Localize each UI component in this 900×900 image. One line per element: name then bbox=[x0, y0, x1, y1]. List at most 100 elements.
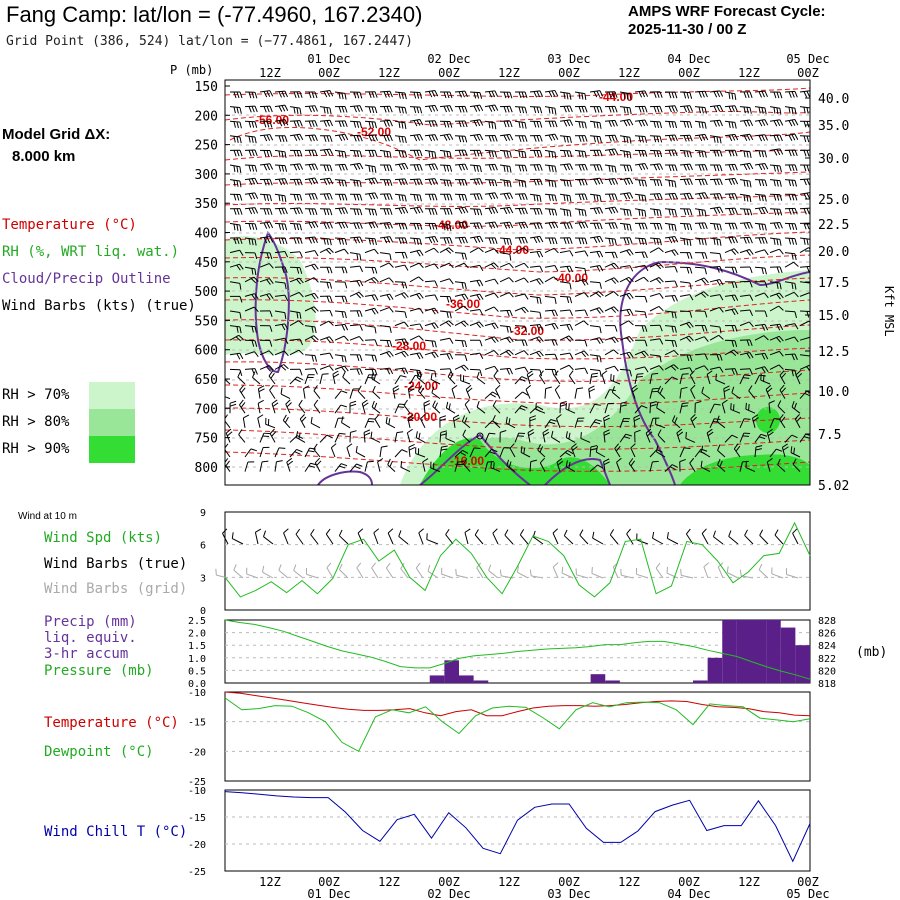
wind-barb-flag bbox=[782, 443, 788, 448]
wind-barb-flag bbox=[536, 135, 540, 142]
wind-barb-flag bbox=[418, 335, 424, 341]
wind-barb bbox=[552, 566, 559, 579]
wind-barb-flag bbox=[581, 279, 586, 286]
wind-barb-flag bbox=[494, 90, 499, 97]
wind-barb-flag bbox=[385, 562, 391, 569]
wind-barb bbox=[664, 192, 676, 195]
wind-barb-flag bbox=[397, 406, 405, 408]
wind-barb-flag bbox=[745, 402, 747, 410]
wind-barb-flag bbox=[668, 193, 672, 200]
wind-barb-flag bbox=[434, 120, 438, 127]
wind-barb bbox=[476, 567, 484, 579]
wind-barb-flag bbox=[240, 402, 246, 408]
wind-barb-flag bbox=[638, 238, 642, 245]
wind-barb bbox=[754, 352, 765, 356]
wind-barb-flag bbox=[509, 180, 512, 188]
wind-barb-flag bbox=[539, 121, 543, 128]
wind-barb-flag bbox=[728, 223, 732, 230]
wind-barb-flag bbox=[401, 223, 405, 230]
wind-barb-flag bbox=[368, 121, 371, 128]
wind-barb-flag bbox=[674, 249, 679, 256]
wind-barb-flag bbox=[788, 91, 792, 98]
wind-barb-flag bbox=[237, 371, 242, 378]
wind-barb-flag bbox=[359, 265, 364, 273]
wind-barb-flag bbox=[556, 414, 562, 419]
wind-barb-flag bbox=[506, 326, 509, 333]
temp-contour-label: -44.00 bbox=[495, 243, 529, 257]
wind-barb-flag bbox=[358, 336, 364, 342]
wind-barb-flag bbox=[761, 179, 765, 187]
wind-barb-flag bbox=[326, 135, 330, 142]
wind-barb-flag bbox=[254, 192, 259, 199]
wind-barb-flag bbox=[490, 461, 492, 468]
wind-barb-flag bbox=[749, 368, 753, 375]
temperature-label: Temperature (°C) bbox=[44, 715, 179, 731]
axis-tick-label: 3 bbox=[200, 573, 206, 584]
wind-barb bbox=[739, 294, 750, 297]
wind-barb-flag bbox=[776, 149, 781, 156]
wind-barb-flag bbox=[603, 461, 610, 466]
wind-barb-flag bbox=[344, 93, 347, 100]
bottom-time-tick: 12Z bbox=[738, 875, 760, 889]
wind-barb bbox=[406, 432, 411, 443]
wind-barb bbox=[379, 325, 390, 328]
wind-barb-flag bbox=[278, 447, 286, 449]
wind-barb-flag bbox=[683, 447, 691, 449]
wind-barb bbox=[799, 178, 810, 181]
wind-barb-flag bbox=[401, 194, 404, 202]
wind-barb-flag bbox=[611, 135, 615, 142]
wind-barb-flag bbox=[418, 385, 423, 392]
wind-barb bbox=[542, 432, 546, 443]
wind-barb-flag bbox=[281, 165, 285, 172]
wind-barb-flag bbox=[527, 373, 534, 378]
wind-barb bbox=[694, 353, 706, 356]
wind-barb-flag bbox=[296, 179, 300, 186]
wind-barb-flag bbox=[521, 405, 528, 409]
wind-barb-flag bbox=[554, 90, 559, 97]
wind-barb-flag bbox=[628, 320, 634, 326]
wind-barb-flag bbox=[608, 193, 612, 201]
wind-barb-flag bbox=[308, 150, 312, 157]
wind-barb-flag bbox=[569, 150, 573, 158]
wind-barb-flag bbox=[271, 431, 277, 437]
wind-barb-flag bbox=[251, 178, 256, 185]
pressure-tick-label: 500 bbox=[195, 285, 218, 300]
wind-barb-flag bbox=[359, 222, 363, 229]
wind-barb-flag bbox=[671, 250, 676, 256]
wind-barb-flag bbox=[689, 457, 695, 464]
wind-barb bbox=[664, 349, 675, 356]
wind-barb-flag bbox=[776, 91, 780, 99]
wind-barb bbox=[694, 106, 706, 108]
wind-barb-flag bbox=[311, 105, 315, 112]
wind-barb-flag bbox=[716, 223, 719, 231]
wind-barb-flag bbox=[476, 294, 481, 301]
wind-barb bbox=[424, 178, 436, 181]
wind-barb-flag bbox=[398, 164, 403, 171]
wind-barb-flag bbox=[563, 237, 567, 245]
wind-barb bbox=[739, 249, 750, 254]
wind-barb-flag bbox=[284, 323, 289, 330]
wind-barb bbox=[274, 207, 286, 210]
wind-barb-flag bbox=[314, 208, 318, 216]
wind-barb bbox=[269, 433, 276, 443]
wind-barb-flag bbox=[521, 339, 525, 347]
wind-barb-flag bbox=[453, 414, 460, 419]
wind-barb-flag bbox=[566, 92, 569, 100]
wind-barb bbox=[304, 221, 315, 224]
wind-barb bbox=[555, 418, 561, 428]
wind-barb-flag bbox=[566, 296, 570, 304]
wind-barb bbox=[424, 307, 435, 312]
wind-barb-flag bbox=[746, 339, 750, 347]
wind-barb-flag bbox=[659, 193, 663, 200]
wind-barb-flag bbox=[719, 193, 723, 200]
wind-barb-flag bbox=[668, 209, 671, 216]
wind-barb-flag bbox=[338, 222, 343, 229]
wind-barb-flag bbox=[629, 165, 633, 172]
wind-barb-flag bbox=[371, 372, 374, 379]
wind-barb-flag bbox=[473, 150, 477, 157]
wind-barb-flag bbox=[506, 91, 510, 99]
wind-barb-flag bbox=[248, 165, 252, 172]
wind-barb-flag bbox=[449, 105, 453, 112]
wind-barb-flag bbox=[293, 223, 297, 230]
wind-barb-flag bbox=[308, 465, 316, 468]
